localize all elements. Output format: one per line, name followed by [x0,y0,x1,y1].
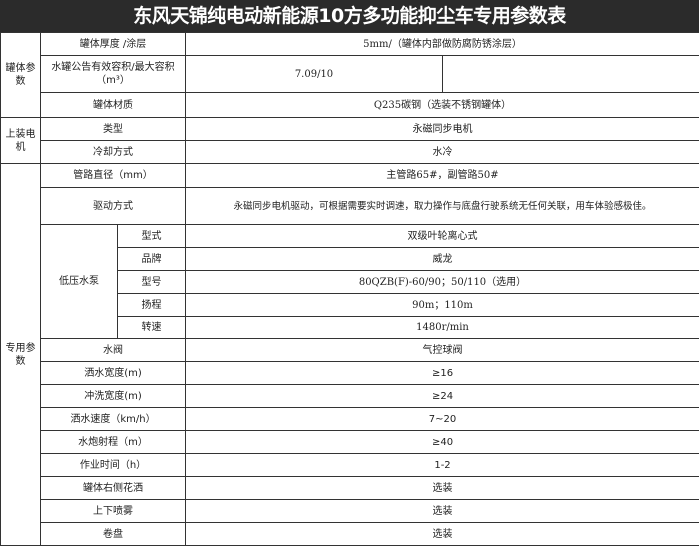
label-spray-width: 洒水宽度(m) [40,361,186,385]
label-pump-brand: 品牌 [117,247,186,271]
label-pump-head: 扬程 [117,293,186,317]
label-reel: 卷盘 [40,522,186,546]
group-pump: 低压水泵 [40,224,118,339]
value-thickness: 5mm/（罐体内部做防腐防锈涂层） [184,32,699,56]
value-cannon: ≥40 [184,430,699,454]
value-motor-type: 永磁同步电机 [184,117,699,141]
value-mist: 选装 [184,499,699,523]
label-drive: 驱动方式 [40,187,186,225]
value-pipe: 主管路65#，副管路50# [184,163,699,188]
value-material: Q235碳钢（选装不锈钢罐体） [184,92,699,118]
group-tank: 罐体参数 [0,32,41,118]
label-mist: 上下喷雾 [40,499,186,523]
label-cooling: 冷却方式 [40,140,186,164]
label-material: 罐体材质 [40,92,186,118]
label-spray-speed: 洒水速度（km/h） [40,407,186,431]
value-pump-model: 80QZB(F)-60/90；50/110（选用） [184,270,699,294]
value-drive: 永磁同步电机驱动，可根据需要实时调速，取力操作与底盘行驶系统无任何关联，用车体验… [184,187,699,225]
label-wash-width: 冲洗宽度(m) [40,384,186,408]
value-spray-width: ≥16 [184,361,699,385]
label-thickness: 罐体厚度 /涂层 [40,32,186,56]
value-pump-head: 90m；110m [184,293,699,317]
label-pump-form: 型式 [117,224,186,248]
label-motor-type: 类型 [40,117,186,141]
group-motor: 上装电机 [0,117,41,164]
label-pump-speed: 转速 [117,316,186,339]
label-work-time: 作业时间（h） [40,453,186,477]
label-volume: 水罐公告有效容积/最大容积（m³） [40,55,186,93]
value-volume-extra [441,55,699,93]
spec-table: 罐体参数 罐体厚度 /涂层 5mm/（罐体内部做防腐防锈涂层） 水罐公告有效容积… [0,32,699,546]
value-pump-brand: 威龙 [184,247,699,271]
label-valve: 水阀 [40,338,186,362]
value-right-spray: 选装 [184,476,699,500]
value-wash-width: ≥24 [184,384,699,408]
value-spray-speed: 7~20 [184,407,699,431]
page-title: 东风天锦纯电动新能源10方多功能抑尘车专用参数表 [0,0,699,32]
value-volume: 7.09/10 [185,55,443,93]
group-special: 专用参数 [0,163,41,546]
label-right-spray: 罐体右侧花洒 [40,476,186,500]
value-pump-speed: 1480r/min [184,316,699,339]
label-pipe: 管路直径（mm） [40,163,186,188]
value-cooling: 水冷 [184,140,699,164]
value-valve: 气控球阀 [184,338,699,362]
label-pump-model: 型号 [117,270,186,294]
value-work-time: 1-2 [184,453,699,477]
label-cannon: 水炮射程（m） [40,430,186,454]
value-pump-form: 双级叶轮离心式 [184,224,699,248]
value-reel: 选装 [184,522,699,546]
